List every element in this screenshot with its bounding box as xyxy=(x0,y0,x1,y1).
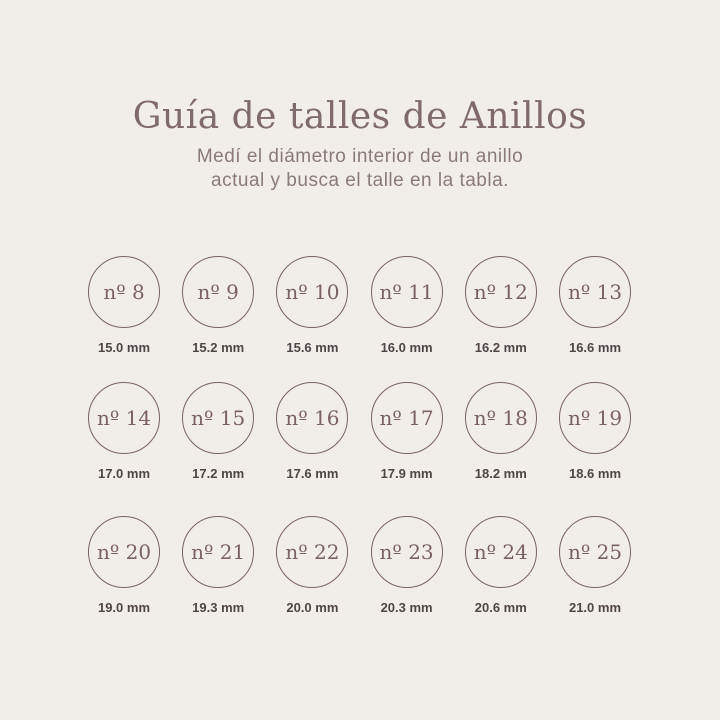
size-ring: nº 17 xyxy=(370,382,443,454)
size-label: nº 15 xyxy=(191,406,246,430)
size-ring: nº 11 xyxy=(370,256,443,328)
size-item: nº 9 15.2 mm xyxy=(171,256,265,355)
size-ring: nº 20 xyxy=(88,516,160,588)
size-item: nº 8 15.0 mm xyxy=(77,256,171,355)
size-label: nº 23 xyxy=(379,540,434,564)
subtitle-line-2: actual y busca el talle en la tabla. xyxy=(211,170,509,191)
size-ring: nº 23 xyxy=(370,516,443,588)
size-label: nº 13 xyxy=(567,280,623,304)
size-label: nº 18 xyxy=(473,406,528,430)
size-ring: nº 8 xyxy=(88,256,160,328)
size-diameter: 19.0 mm xyxy=(97,600,151,615)
size-ring: nº 14 xyxy=(88,382,160,454)
size-label: nº 16 xyxy=(285,406,340,430)
size-diameter: 17.6 mm xyxy=(286,466,339,481)
size-diameter: 17.0 mm xyxy=(97,466,151,481)
size-item: nº 16 17.6 mm xyxy=(265,382,359,481)
size-ring: nº 16 xyxy=(276,382,349,454)
size-item: nº 14 17.0 mm xyxy=(77,382,171,481)
size-label: nº 10 xyxy=(285,280,340,304)
size-diameter: 17.9 mm xyxy=(380,466,433,481)
size-item: nº 23 20.3 mm xyxy=(360,516,454,615)
size-item: nº 15 17.2 mm xyxy=(171,382,265,481)
page-title: Guía de talles de Anillos xyxy=(132,96,588,137)
size-diameter: 16.6 mm xyxy=(568,340,622,355)
size-item: nº 13 16.6 mm xyxy=(548,256,642,355)
size-item: nº 19 18.6 mm xyxy=(548,382,642,481)
size-item: nº 22 20.0 mm xyxy=(265,516,359,615)
size-ring: nº 10 xyxy=(276,256,349,328)
size-item: nº 24 20.6 mm xyxy=(454,516,548,615)
size-ring: nº 13 xyxy=(559,256,631,328)
size-ring: nº 9 xyxy=(182,256,255,328)
size-label: nº 25 xyxy=(567,540,623,564)
size-label: nº 14 xyxy=(96,406,152,430)
size-label: nº 20 xyxy=(96,540,152,564)
size-ring: nº 22 xyxy=(276,516,349,588)
size-diameter: 19.3 mm xyxy=(192,600,245,615)
size-ring: nº 24 xyxy=(464,516,537,588)
size-diameter: 16.0 mm xyxy=(380,340,433,355)
size-diameter: 15.2 mm xyxy=(192,340,245,355)
size-item: nº 21 19.3 mm xyxy=(171,516,265,615)
subtitle-line-1: Medí el diámetro interior de un anillo xyxy=(196,146,524,167)
size-diameter: 16.2 mm xyxy=(474,340,527,355)
size-item: nº 10 15.6 mm xyxy=(265,256,359,355)
size-label: nº 22 xyxy=(285,540,340,564)
size-ring: nº 19 xyxy=(559,382,631,454)
size-diameter: 20.6 mm xyxy=(474,600,527,615)
size-item: nº 25 21.0 mm xyxy=(548,516,642,615)
size-label: nº 21 xyxy=(191,540,246,564)
size-ring: nº 18 xyxy=(464,382,537,454)
size-diameter: 15.6 mm xyxy=(286,340,339,355)
size-item: nº 11 16.0 mm xyxy=(360,256,454,355)
size-item: nº 18 18.2 mm xyxy=(454,382,548,481)
size-label: nº 11 xyxy=(379,280,434,304)
size-label: nº 8 xyxy=(103,280,145,304)
size-diameter: 20.0 mm xyxy=(286,600,339,615)
size-diameter: 18.2 mm xyxy=(474,466,527,481)
size-label: nº 17 xyxy=(379,406,434,430)
size-label: nº 12 xyxy=(473,280,528,304)
size-label: nº 9 xyxy=(197,280,239,304)
size-item: nº 20 19.0 mm xyxy=(77,516,171,615)
size-diameter: 20.3 mm xyxy=(380,600,433,615)
size-diameter: 15.0 mm xyxy=(97,340,151,355)
size-label: nº 19 xyxy=(567,406,623,430)
size-ring: nº 25 xyxy=(559,516,631,588)
size-label: nº 24 xyxy=(473,540,528,564)
size-diameter: 18.6 mm xyxy=(568,466,622,481)
size-diameter: 17.2 mm xyxy=(192,466,245,481)
size-item: nº 17 17.9 mm xyxy=(360,382,454,481)
size-ring: nº 15 xyxy=(182,382,255,454)
size-item: nº 12 16.2 mm xyxy=(454,256,548,355)
size-ring: nº 12 xyxy=(464,256,537,328)
size-ring: nº 21 xyxy=(182,516,255,588)
size-diameter: 21.0 mm xyxy=(568,600,622,615)
